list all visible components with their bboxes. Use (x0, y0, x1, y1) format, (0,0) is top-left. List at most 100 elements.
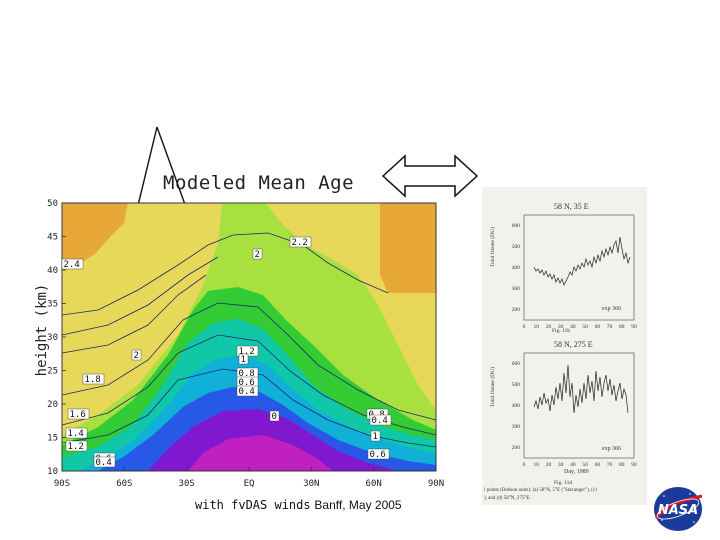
contour-label: 0 (269, 410, 280, 422)
orange-region-right (380, 203, 436, 293)
bottom-chart-fig-label: Fig. 11d (554, 480, 572, 486)
top-ozone-chart: 58 N, 35 E Total Ozone (DU) 600500400300… (489, 202, 637, 334)
svg-text:1.6: 1.6 (70, 410, 86, 420)
bottom-chart-series (533, 364, 629, 414)
ozone-x-tick: 30 (558, 462, 564, 468)
svg-text:0: 0 (272, 412, 277, 422)
svg-text:1.4: 1.4 (68, 429, 84, 439)
y-tick-label: 40 (47, 266, 58, 276)
ozone-x-tick: 20 (546, 324, 552, 330)
y-tick-label: 30 (47, 333, 58, 343)
top-chart-title: 58 N, 35 E (554, 202, 589, 211)
svg-text:2: 2 (255, 250, 260, 260)
bottom-chart-frame (523, 352, 635, 459)
ozone-x-tick: 0 (523, 462, 526, 468)
bottom-chart-annotation: exp 366 (602, 446, 621, 452)
svg-text:0.4: 0.4 (372, 416, 388, 426)
contour-label: 0.6 (367, 448, 390, 460)
contour-label: 1.4 (65, 427, 88, 439)
contour-label: 2 (252, 248, 263, 260)
x-tick-label: 60S (116, 479, 132, 489)
svg-text:2: 2 (134, 351, 139, 361)
y-tick-labels: 50 45 40 35 30 25 20 15 10 (47, 199, 66, 477)
orange-region-left (62, 203, 128, 269)
ozone-x-tick: 0 (523, 324, 526, 330)
contour-label: 0.4 (236, 385, 259, 397)
x-tick-label: 60N (366, 479, 382, 489)
ozone-y-tick: 500 (512, 244, 521, 250)
y-tick-label: 10 (47, 467, 58, 477)
svg-text:2.2: 2.2 (292, 238, 308, 248)
ozone-x-tick: 50 (582, 462, 588, 468)
ozone-x-tick: 80 (619, 324, 625, 330)
ozone-y-tick: 300 (512, 424, 521, 430)
ozone-x-tick: 90 (631, 462, 637, 468)
bottom-chart-y-label: Total Ozone (DU) (489, 367, 496, 407)
y-tick-label: 15 (47, 434, 58, 444)
ozone-y-tick: 400 (512, 403, 521, 409)
ozone-y-tick: 400 (512, 265, 521, 271)
contour-label: 2.2 (289, 236, 312, 248)
contour-fills (62, 203, 436, 471)
top-chart-fig-label: Fig. 11b (552, 328, 570, 334)
ozone-x-tick: 90 (631, 324, 637, 330)
x-tick-label: 30S (179, 479, 195, 489)
y-tick-label: 25 (47, 367, 58, 377)
caption-place-text: Banff, May 2005 (314, 498, 402, 512)
svg-text:0.6: 0.6 (370, 450, 386, 460)
svg-text:1: 1 (373, 432, 378, 442)
contour-plot-title: Modeled Mean Age (163, 172, 355, 194)
svg-text:0.6: 0.6 (239, 378, 255, 388)
y-tick-label: 20 (47, 400, 58, 410)
top-chart-frame (523, 214, 635, 321)
contour-label: 1 (238, 353, 249, 365)
y-tick-label: 35 (47, 300, 58, 310)
top-chart-series (533, 236, 631, 286)
ozone-x-tick: 30 (558, 324, 564, 330)
svg-text:2.4: 2.4 (64, 260, 80, 270)
double-arrow-icon (381, 154, 479, 198)
contour-label: 0.4 (369, 414, 392, 426)
svg-text:0.4: 0.4 (96, 458, 112, 468)
bottom-chart-caption-line-2: ), and (d) 58°N, 275°E. (484, 496, 531, 501)
ozone-y-tick: 200 (512, 445, 521, 451)
contour-label: 0.4 (93, 456, 116, 468)
ozone-x-tick: 70 (607, 324, 613, 330)
ozone-x-tick: 80 (619, 462, 625, 468)
contour-labels: 2.42.2221.81.61.41.20.60.41.210.80.60.40… (61, 236, 392, 468)
x-tick-label: 30N (303, 479, 319, 489)
x-tick-label: 90S (54, 479, 70, 489)
contour-label: 1.6 (67, 408, 90, 420)
svg-text:1.8: 1.8 (85, 375, 101, 385)
ozone-y-tick: 600 (512, 361, 521, 367)
caption-winds-text: with fvDAS winds (195, 498, 311, 512)
ozone-y-tick: 600 (512, 223, 521, 229)
x-tick-labels: 90S 60S 30S EQ 30N 60N 90N (54, 467, 444, 489)
contour-label: 1.8 (82, 373, 105, 385)
caption: with fvDAS winds Banff, May 2005 (195, 498, 402, 512)
ozone-figure-panel: 58 N, 35 E Total Ozone (DU) 600500400300… (482, 187, 647, 505)
top-chart-y-label: Total Ozone (DU) (489, 227, 496, 267)
y-tick-label: 50 (47, 199, 58, 209)
nasa-logo: NASA (654, 487, 703, 531)
svg-text:0.4: 0.4 (239, 387, 255, 397)
ozone-x-tick: 50 (582, 324, 588, 330)
ozone-x-tick: 60 (595, 324, 601, 330)
svg-text:0.8: 0.8 (239, 369, 255, 379)
contour-label: 1 (370, 430, 381, 442)
ozone-x-tick: 60 (595, 462, 601, 468)
nasa-logo-text: NASA (658, 503, 698, 518)
ozone-x-tick: 40 (570, 324, 576, 330)
contour-label: 2 (131, 349, 142, 361)
contour-label: 2.4 (61, 258, 84, 270)
x-tick-label: EQ (244, 479, 255, 489)
x-tick-label: 90N (428, 479, 444, 489)
contour-label: 1.2 (65, 440, 88, 452)
svg-text:1: 1 (241, 355, 246, 365)
ozone-y-tick: 500 (512, 382, 521, 388)
bottom-chart-caption-line-1: l points (Dobson units): (a) 58°N, 5°E (… (484, 488, 597, 493)
svg-text:1.2: 1.2 (68, 442, 84, 452)
magenta-region (188, 435, 333, 471)
ozone-x-tick: 40 (570, 462, 576, 468)
